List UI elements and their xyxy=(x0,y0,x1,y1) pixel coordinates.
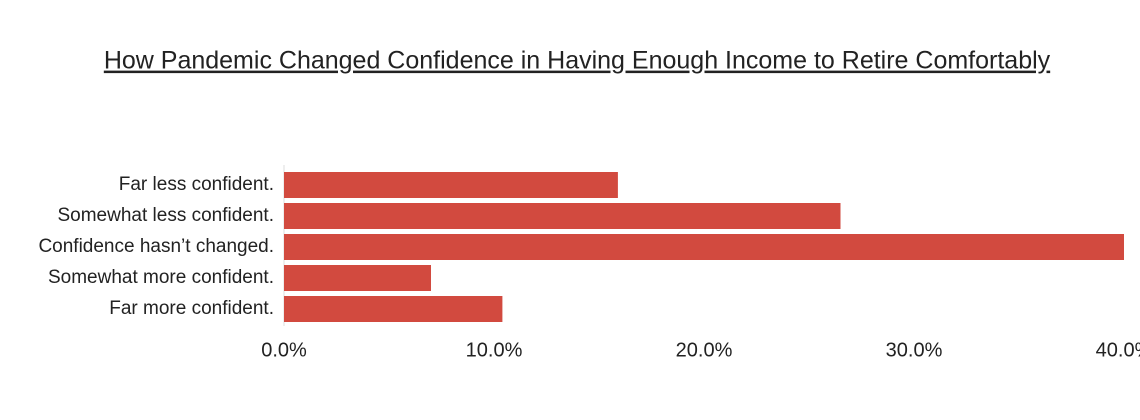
x-tick-label: 10.0% xyxy=(466,339,523,361)
x-tick-label: 20.0% xyxy=(676,339,733,361)
bar xyxy=(284,203,841,229)
y-tick-label: Far less confident. xyxy=(119,174,274,195)
y-tick-label: Confidence hasn’t changed. xyxy=(38,236,274,257)
bar xyxy=(284,265,431,291)
bar xyxy=(284,234,1124,260)
x-tick-label: 0.0% xyxy=(261,339,307,361)
x-tick-label: 40.0% xyxy=(1096,339,1140,361)
y-tick-label: Somewhat less confident. xyxy=(57,205,274,226)
y-tick-label: Somewhat more confident. xyxy=(48,267,274,288)
chart-title: How Pandemic Changed Confidence in Havin… xyxy=(104,47,1051,75)
x-tick-label: 30.0% xyxy=(886,339,943,361)
y-tick-label: Far more confident. xyxy=(109,298,274,319)
bar xyxy=(284,296,503,322)
bar xyxy=(284,172,618,198)
